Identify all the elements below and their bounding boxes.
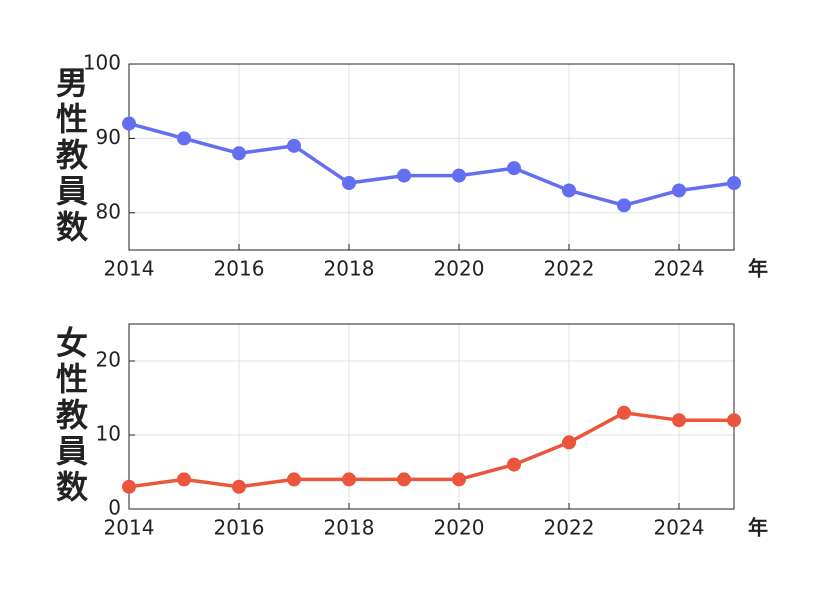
data-point xyxy=(232,479,246,494)
x-tick-label: 2014 xyxy=(104,257,155,281)
data-point xyxy=(177,131,191,146)
data-point xyxy=(287,472,301,487)
x-tick-label: 2020 xyxy=(434,516,485,540)
data-line xyxy=(128,121,735,208)
data-point xyxy=(122,479,136,494)
x-tick-label: 2022 xyxy=(544,257,595,281)
y-tick-label: 90 xyxy=(96,125,121,149)
data-point xyxy=(342,472,356,487)
data-point xyxy=(672,413,686,428)
data-point xyxy=(507,161,521,176)
data-line xyxy=(128,411,734,489)
x-axis-label: 年 xyxy=(748,516,768,540)
data-point xyxy=(122,116,136,131)
x-tick-label: 2018 xyxy=(324,516,375,540)
data-point xyxy=(562,183,576,198)
data-point xyxy=(672,183,686,198)
axes-box xyxy=(128,63,735,251)
data-point xyxy=(177,472,191,487)
data-point xyxy=(727,413,741,428)
data-point xyxy=(232,146,246,161)
data-point xyxy=(452,472,466,487)
y-tick-label: 20 xyxy=(96,348,121,372)
x-tick-label: 2016 xyxy=(214,516,265,540)
data-point xyxy=(287,138,301,153)
x-tick-label: 2022 xyxy=(544,516,595,540)
x-tick-label: 2014 xyxy=(104,516,155,540)
x-axis-label: 年 xyxy=(748,257,768,281)
y-tick-label: 10 xyxy=(96,422,121,446)
x-tick-label: 2024 xyxy=(654,516,705,540)
data-point xyxy=(617,198,631,213)
data-point xyxy=(397,168,411,183)
y-tick-label: 80 xyxy=(96,199,121,223)
x-tick-label: 2024 xyxy=(654,257,705,281)
data-point xyxy=(727,176,741,191)
x-tick-label: 2020 xyxy=(434,257,485,281)
data-point xyxy=(562,435,576,450)
plot-area xyxy=(129,64,734,250)
y-axis-label: 男性教員数 xyxy=(51,66,89,246)
data-point xyxy=(617,405,631,420)
x-tick-label: 2018 xyxy=(324,257,375,281)
x-tick-label: 2016 xyxy=(214,257,265,281)
data-point xyxy=(507,457,521,472)
y-tick-label: 0 xyxy=(108,496,121,520)
y-axis-label: 女性教員数 xyxy=(51,325,89,506)
y-tick-label: 100 xyxy=(83,51,121,75)
data-point xyxy=(452,168,466,183)
data-point xyxy=(397,472,411,487)
data-point xyxy=(342,176,356,191)
